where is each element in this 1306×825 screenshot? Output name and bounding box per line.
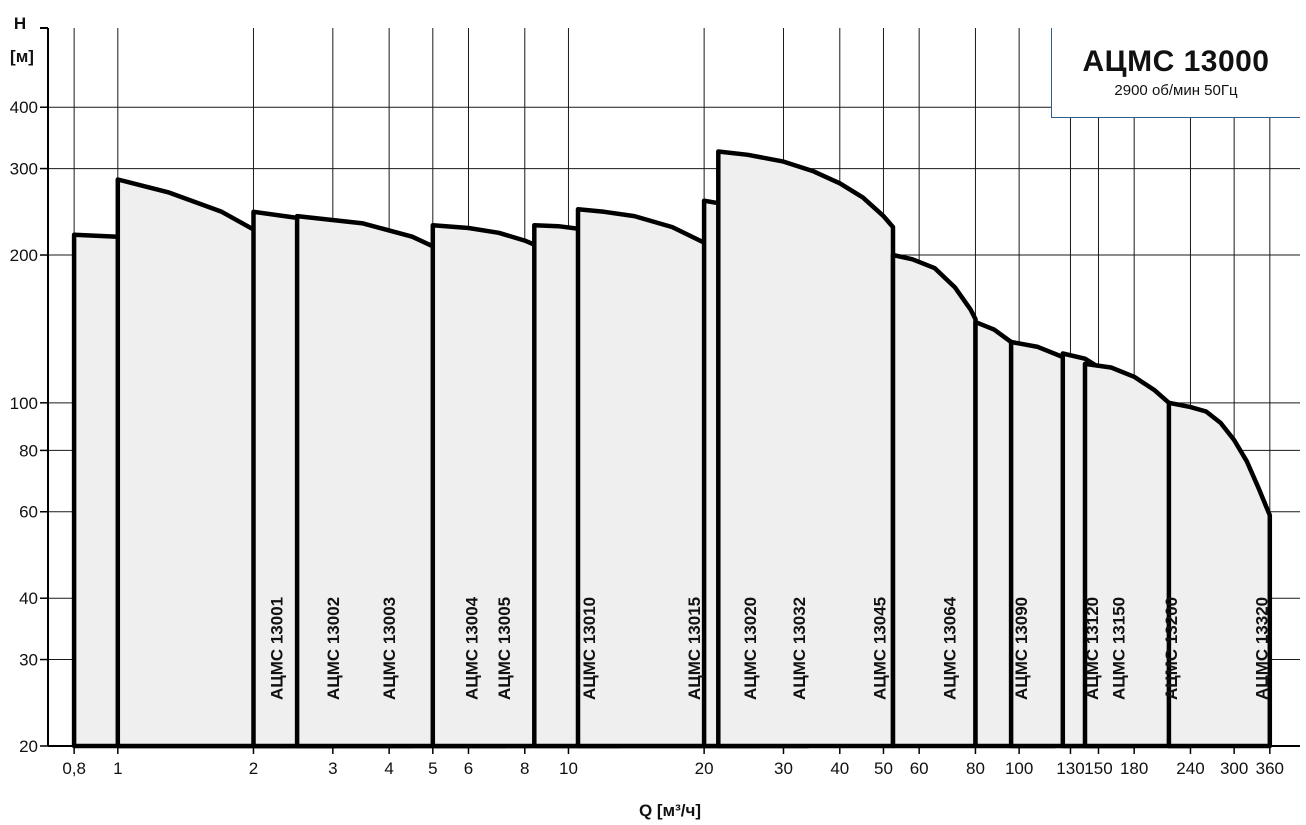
x-tick-label: 130	[1056, 759, 1084, 778]
series-label: АЦМС 13045	[871, 597, 890, 700]
series-label: АЦМС 13200	[1162, 597, 1181, 700]
y-tick-label: 200	[10, 246, 38, 265]
x-tick-label: 240	[1176, 759, 1204, 778]
x-tick-label: 8	[520, 759, 529, 778]
x-tick-label: 20	[695, 759, 714, 778]
x-tick-label: 360	[1256, 759, 1284, 778]
curve-ацмс-13064	[890, 252, 978, 749]
y-tick-label: 300	[10, 160, 38, 179]
x-tick-label: 0,8	[62, 759, 86, 778]
x-tick-label: 150	[1084, 759, 1112, 778]
x-tick-label: 6	[464, 759, 473, 778]
series-label: АЦМС 13004	[463, 596, 482, 700]
x-tick-label: 10	[559, 759, 578, 778]
axes	[40, 27, 1300, 747]
x-tick-label: 100	[1005, 759, 1033, 778]
series-label: АЦМС 13064	[940, 596, 959, 700]
x-tick-label: 80	[966, 759, 985, 778]
y-tick-label: 40	[19, 589, 38, 608]
x-axis-title: Q [м³/ч]	[639, 801, 701, 820]
x-tick-label: 300	[1220, 759, 1248, 778]
series-label: АЦМС 13032	[790, 597, 809, 700]
x-tick-label: 30	[774, 759, 793, 778]
x-tick-label: 3	[328, 759, 337, 778]
y-tick-label: 60	[19, 503, 38, 522]
series-label: АЦМС 13120	[1083, 597, 1102, 700]
series-label: АЦМС 13002	[324, 597, 343, 700]
y-axis-title-unit: [м]	[10, 47, 34, 66]
x-tick-label: 1	[113, 759, 122, 778]
x-tick-label: 4	[384, 759, 393, 778]
chart-title-box: АЦМС 13000 2900 об/мин 50Гц	[1051, 28, 1300, 118]
series-label: АЦМС 13020	[741, 597, 760, 700]
x-tick-label: 60	[910, 759, 929, 778]
y-tick-label: 100	[10, 394, 38, 413]
tick-labels: 0,8 1 2 3 4 5 6 8 10 20 30 40 50 60 80 100 130 150 180 240 3…	[10, 98, 1284, 778]
chart-subtitle: 2900 об/мин 50Гц	[1114, 82, 1238, 99]
series-label: АЦМС 13010	[580, 597, 599, 700]
x-tick-label: 5	[428, 759, 437, 778]
x-tick-label: 2	[249, 759, 258, 778]
y-tick-label: 80	[19, 441, 38, 460]
series-label: АЦМС 13150	[1109, 597, 1128, 700]
series-label: АЦМС 13015	[685, 597, 704, 700]
chart-title: АЦМС 13000	[1082, 45, 1270, 78]
x-tick-label: 40	[830, 759, 849, 778]
series-label: АЦМС 13003	[380, 597, 399, 700]
y-tick-label: 400	[10, 98, 38, 117]
series-label: АЦМС 13090	[1012, 597, 1031, 700]
series-label: АЦМС 13001	[268, 597, 287, 700]
x-tick-label: 50	[874, 759, 893, 778]
series-label: АЦМС 13320	[1253, 597, 1272, 700]
y-tick-label: 20	[19, 737, 38, 756]
x-tick-label: 180	[1120, 759, 1148, 778]
model-labels: АЦМС 13001 АЦМС 13002 АЦМС 13003 АЦМС 13004…	[268, 596, 1272, 700]
y-tick-label: 30	[19, 651, 38, 670]
y-axis-title-top: H	[14, 14, 26, 33]
series-label: АЦМС 13005	[495, 597, 514, 700]
